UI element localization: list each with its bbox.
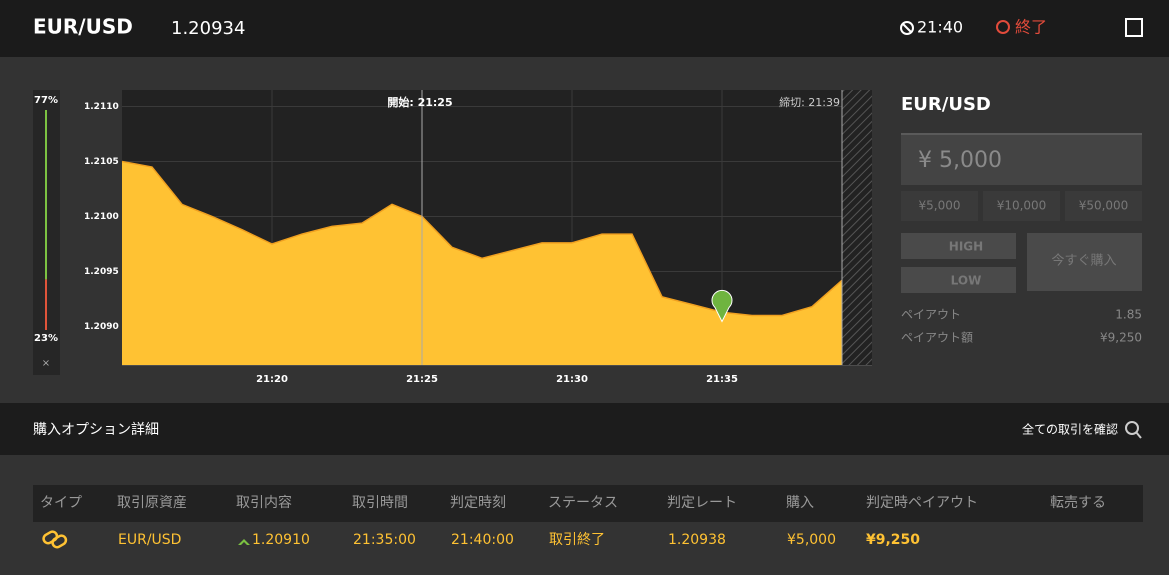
details-title: 購入オプション詳細 — [33, 422, 159, 438]
x-tick-label: 21:35 — [706, 374, 738, 385]
sentiment-bar — [45, 279, 47, 330]
column-header: 判定時ペイアウト — [866, 495, 978, 511]
column-header: タイプ — [40, 495, 82, 511]
payout-amount-label: ペイアウト額 — [901, 331, 973, 345]
up-arrow — [238, 539, 250, 545]
panel-symbol: EUR/USD — [901, 94, 991, 115]
history-icon — [996, 20, 1010, 34]
table-cell: 21:35:00 — [353, 532, 416, 548]
symbol: EUR/USD — [33, 15, 133, 39]
sentiment-low: 23% — [34, 333, 58, 344]
all-trades-link[interactable]: 全ての取引を確認 — [1022, 422, 1118, 437]
preset-label: ¥5,000 — [919, 199, 961, 213]
column-header: 取引内容 — [236, 494, 292, 511]
payout: 1.85 — [1115, 308, 1142, 322]
y-tick-label: 1.2110 — [84, 102, 119, 112]
buy-button[interactable] — [1027, 233, 1142, 291]
search-icon[interactable] — [1125, 421, 1139, 435]
y-tick-label: 1.2105 — [84, 157, 119, 167]
preset-button[interactable] — [901, 191, 978, 221]
time-marker-label: 締切: 21:39 — [779, 95, 840, 109]
entry-pin — [711, 289, 733, 323]
close-icon[interactable]: × — [42, 358, 50, 369]
column-header: 取引原資産 — [117, 495, 187, 511]
low-button[interactable] — [901, 267, 1016, 293]
column-header: 購入 — [786, 495, 814, 511]
table-header — [33, 485, 1143, 522]
sentiment-bar — [45, 110, 47, 280]
amount-border — [901, 133, 1142, 135]
clock-icon — [900, 21, 914, 35]
price: 1.20934 — [171, 18, 245, 39]
column-header: 転売する — [1050, 495, 1106, 511]
window-icon[interactable] — [1125, 18, 1143, 37]
amount: ¥ 5,000 — [918, 148, 1002, 173]
details-bar — [0, 403, 1169, 455]
column-header: 判定時刻 — [450, 495, 506, 511]
type-icon — [42, 530, 68, 549]
table-cell: 取引終了 — [549, 532, 605, 548]
y-tick-label: 1.2100 — [84, 212, 119, 222]
sentiment-high: 77% — [34, 95, 58, 106]
table-cell: ¥9,250 — [866, 532, 920, 548]
status[interactable]: 終了 — [1015, 18, 1047, 37]
header-bar — [0, 0, 1169, 57]
y-tick-label: 1.2090 — [84, 322, 119, 332]
buy-label: 今すぐ購入 — [1051, 253, 1116, 269]
high-label: HIGH — [949, 240, 983, 254]
x-tick-label: 21:20 — [256, 374, 288, 385]
search-icon — [1135, 431, 1142, 439]
table-cell: 1.20938 — [668, 532, 726, 548]
preset-button[interactable] — [1065, 191, 1142, 221]
x-tick-label: 21:25 — [406, 374, 438, 385]
time: 21:40 — [917, 18, 963, 37]
column-header: 判定レート — [667, 495, 737, 511]
y-tick-label: 1.2095 — [84, 267, 119, 277]
preset-label: ¥10,000 — [997, 199, 1047, 213]
payout-amount: ¥9,250 — [1100, 331, 1142, 345]
low-label: LOW — [951, 274, 982, 288]
preset-button[interactable] — [983, 191, 1060, 221]
table-cell: 21:40:00 — [451, 532, 514, 548]
payout-label: ペイアウト — [901, 308, 961, 322]
x-tick-label: 21:30 — [556, 374, 588, 385]
high-button[interactable] — [901, 233, 1016, 259]
time-marker-label: 開始: 21:25 — [387, 95, 452, 109]
amount-input[interactable] — [901, 133, 1142, 185]
table-cell: EUR/USD — [118, 532, 181, 548]
area — [122, 161, 872, 365]
clock-icon — [902, 23, 912, 33]
closed-zone — [842, 90, 872, 365]
column-header: 取引時間 — [352, 495, 408, 511]
preset-label: ¥50,000 — [1079, 199, 1129, 213]
table-cell: 1.20910 — [252, 532, 310, 548]
line — [121, 160, 873, 317]
table-cell: ¥5,000 — [787, 532, 836, 548]
column-header: ステータス — [548, 495, 618, 511]
